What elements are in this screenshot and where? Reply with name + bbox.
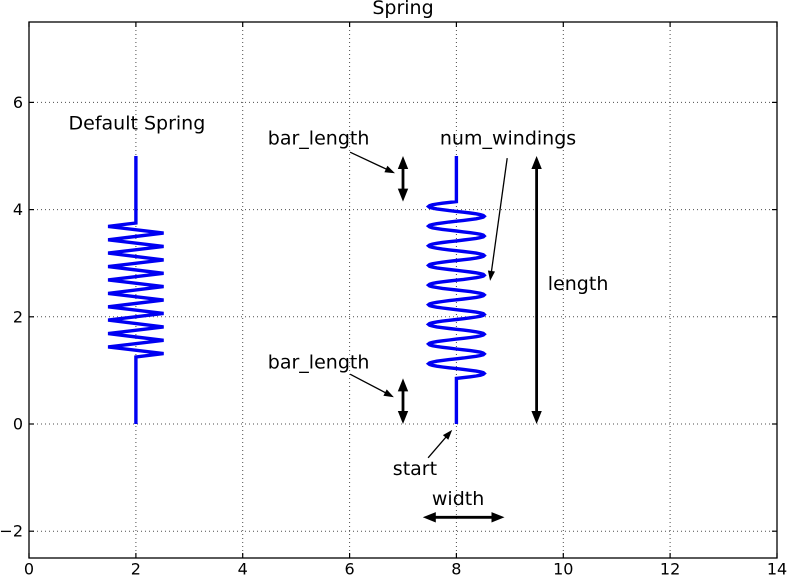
bar-length-bottom-extent-head [397,378,409,392]
start-pointer [427,434,449,459]
num-windings-label: num_windings [440,128,576,150]
bar-length-top-label: bar_length [268,128,370,150]
bar-length-top-extent-head [397,156,409,169]
x-tick-label: 2 [131,560,141,577]
x-tick-label: 0 [24,560,34,577]
width-extent-head [422,512,436,523]
tick-marks [28,22,778,558]
length-extent-head [531,156,542,169]
x-tick-label: 12 [660,560,680,577]
bar-length-bottom-label: bar_length [268,351,370,373]
springs [107,156,487,424]
x-tick-label: 6 [345,560,355,577]
bar-length-bottom-extent-head [397,411,409,424]
annotated-spring-path [425,156,487,424]
x-tick-label: 14 [767,560,787,577]
y-tick-label: −2 [0,522,23,541]
width-label: width [432,488,484,510]
bar-length-top-extent-head [397,188,409,202]
bar-length-top-pointer [349,151,389,171]
y-tick-label: 0 [13,415,23,434]
bar-length-top-pointer-head [384,165,395,174]
x-tick-label: 8 [451,560,461,577]
bar-length-bottom-pointer [349,373,389,395]
start-pointer-head [442,429,453,440]
default-spring-path [107,156,164,424]
y-tick-label: 4 [13,200,23,219]
x-tick-label: 4 [238,560,248,577]
start-label: start [393,458,437,480]
bar-length-bottom-pointer-head [383,389,394,398]
width-extent-head [491,512,505,523]
x-tick-label: 10 [553,560,573,577]
annotations: Default Spring bar_length num_windingsleng… [69,113,609,523]
length-label: length [548,273,609,295]
y-tick-label: 2 [13,307,23,326]
num-windings-pointer [490,158,508,275]
length-extent-head [531,411,542,424]
default-spring-label: Default Spring [69,113,206,135]
plot-frame [28,21,778,559]
plot-title: Spring [372,0,433,19]
num-windings-pointer-head [487,270,495,281]
y-tick-label: 6 [13,93,23,112]
tick-labels: 0 2 4 6 8 10 12 14 −2 0 2 4 6 [0,93,787,577]
